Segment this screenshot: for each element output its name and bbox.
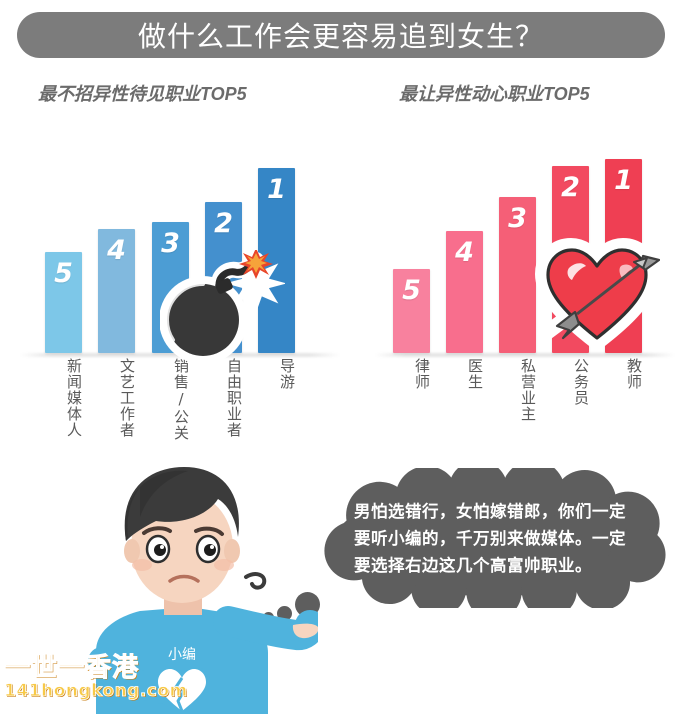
label-left-4: 文艺工作者: [118, 358, 136, 438]
left-chart-header: 最不招异性待见职业TOP5: [38, 84, 247, 104]
bar-rank-label: 1: [614, 164, 633, 196]
label-left-5: 新闻媒体人: [65, 358, 83, 438]
bar-rank-label: 1: [267, 173, 286, 205]
bar-rank-label: 4: [107, 234, 126, 266]
watermark: 一世一香港 141hongkong.com: [4, 653, 188, 708]
label-left-3: 销售/公关: [172, 358, 190, 441]
bar-left-5: 5: [45, 252, 82, 353]
character-illustration: 小编: [78, 455, 325, 714]
shirt-text: 小编: [168, 647, 196, 663]
bomb-icon: [160, 250, 285, 365]
right-chart-baseline: [375, 353, 675, 357]
thought-bubble: 男怕选错行，女怕嫁错郎，你们一定要听小编的，千万别来做媒体。一定要选择右边这几个…: [318, 468, 668, 623]
label-right-3: 私营业主: [519, 358, 537, 422]
label-right-2: 公务员: [572, 358, 590, 406]
label-left-2: 自由职业者: [225, 358, 243, 438]
heart-arrow-icon: [535, 238, 660, 348]
bar-right-3: 3: [499, 197, 536, 353]
bubble-dot-medium: [277, 606, 292, 621]
bubble-shape: [324, 468, 666, 608]
bar-rank-label: 3: [161, 227, 180, 259]
bar-rank-label: 4: [455, 236, 474, 268]
right-chart-header: 最让异性动心职业TOP5: [399, 84, 590, 104]
bubble-text: 男怕选错行，女怕嫁错郎，你们一定要听小编的，千万别来做媒体。一定要选择右边这几个…: [354, 502, 626, 575]
bar-rank-label: 2: [214, 207, 233, 239]
right-bar-chart: 5 4 3 2 1 律师 医生 私营业主 公务员 教师: [375, 120, 675, 422]
label-right-1: 教师: [625, 358, 643, 390]
bar-left-4: 4: [98, 228, 135, 353]
bar-rank-label: 5: [402, 275, 421, 307]
bar-rank-label: 2: [561, 171, 580, 203]
label-left-1: 导游: [278, 358, 296, 390]
watermark-cn: 一世一香港: [4, 653, 140, 683]
title-banner: 做什么工作会更容易追到女生？: [17, 12, 665, 58]
watermark-en: 141hongkong.com: [4, 681, 188, 701]
left-bar-chart: 5 4 3 2 1 新闻媒体人 文艺工作者 销售/公关 自由职业者 导游: [20, 120, 340, 441]
page-title: 做什么工作会更容易追到女生？: [137, 20, 544, 53]
bar-rank-label: 5: [54, 258, 73, 290]
label-right-4: 医生: [466, 358, 484, 390]
bar-right-5: 5: [393, 269, 430, 353]
bar-rank-label: 3: [508, 203, 527, 235]
broken-heart-icon: [158, 669, 206, 712]
label-right-5: 律师: [413, 358, 431, 390]
bar-right-4: 4: [446, 230, 483, 353]
